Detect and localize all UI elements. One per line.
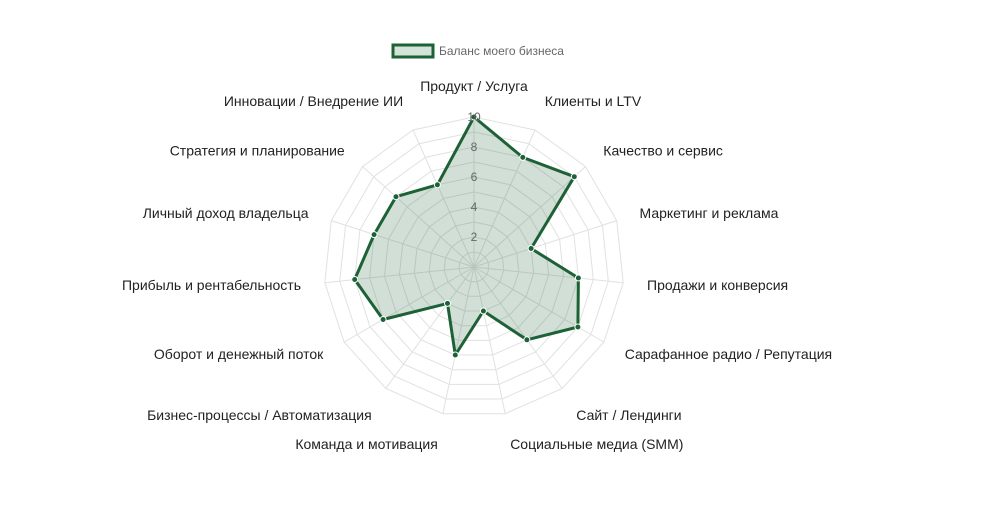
data-point[interactable] — [351, 276, 359, 283]
data-point[interactable] — [479, 307, 487, 315]
axis-label: Сайт / Лендинги — [576, 407, 681, 423]
grid-spoke — [385, 266, 475, 389]
data-point[interactable] — [379, 316, 387, 323]
data-point[interactable] — [523, 336, 531, 344]
axis-label: Прибыль и рентабельность — [122, 277, 301, 293]
radial-tick-label: 8 — [471, 140, 478, 154]
axis-label: Команда и мотивация — [295, 436, 437, 452]
axis-label: Инновации / Внедрение ИИ — [224, 93, 403, 109]
axis-labels: Продукт / Услуга Клиенты и LTV Качество и … — [122, 78, 832, 452]
axis-label: Продукт / Услуга — [420, 78, 528, 94]
data-point[interactable] — [519, 153, 527, 161]
grid-ring — [428, 221, 520, 312]
radial-tick-label: 2 — [471, 230, 478, 244]
data-point[interactable] — [527, 245, 535, 252]
radial-tick-label: 10 — [467, 110, 481, 124]
legend-label[interactable]: Баланс моего бизнеса — [439, 44, 564, 58]
grid-ring — [383, 176, 565, 356]
grid-ring — [354, 146, 594, 385]
axis-label: Сарафанное радио / Репутация — [625, 346, 832, 362]
grid-ring — [458, 251, 490, 283]
data-point[interactable] — [370, 231, 378, 239]
grid-spoke — [343, 266, 475, 343]
legend-swatch[interactable] — [391, 43, 435, 59]
grid-spoke — [473, 266, 563, 389]
grid-spoke — [473, 266, 605, 343]
grid-spoke — [442, 266, 475, 414]
radial-ticks: 2 4 6 8 10 — [467, 110, 481, 244]
data-point[interactable] — [470, 113, 478, 121]
grid-spoke — [362, 166, 475, 268]
axis-label: Личный доход владельца — [143, 205, 309, 221]
grid-spoke — [412, 129, 475, 268]
axis-label: Стратегия и планирование — [170, 143, 345, 159]
legend[interactable]: Баланс моего бизнеса — [391, 43, 564, 59]
grid-spoke — [473, 129, 536, 268]
axis-label: Социальные медиа (SMM) — [510, 436, 683, 452]
data-point[interactable] — [392, 193, 400, 201]
grid-ring — [339, 131, 609, 400]
series-area[interactable] — [353, 115, 580, 357]
radial-tick-label: 4 — [471, 200, 478, 214]
grid-spoke — [331, 220, 475, 268]
series-layer — [351, 113, 582, 359]
axis-label: Оборот и денежный поток — [154, 346, 324, 362]
grid-ring — [398, 191, 550, 341]
data-point[interactable] — [444, 299, 451, 307]
grid-spoke — [324, 266, 475, 284]
data-point[interactable] — [433, 181, 441, 189]
grid-ring — [324, 116, 624, 415]
grid-spoke — [473, 220, 617, 268]
axis-label: Бизнес-процессы / Автоматизация — [147, 407, 372, 423]
grid-ring — [443, 236, 505, 297]
axis-label: Маркетинг и реклама — [640, 205, 779, 221]
grid-spoke — [473, 266, 506, 414]
data-point[interactable] — [451, 351, 459, 359]
radar-grid — [324, 116, 624, 415]
data-point[interactable] — [574, 274, 582, 282]
data-point[interactable] — [574, 323, 582, 331]
axis-label: Качество и сервис — [603, 143, 723, 159]
grid-spoke — [473, 166, 586, 268]
grid-spoke — [473, 266, 624, 284]
data-point[interactable] — [570, 173, 578, 181]
axis-label: Клиенты и LTV — [545, 93, 642, 109]
axis-label: Продажи и конверсия — [647, 277, 788, 293]
radial-tick-label: 6 — [471, 170, 478, 184]
